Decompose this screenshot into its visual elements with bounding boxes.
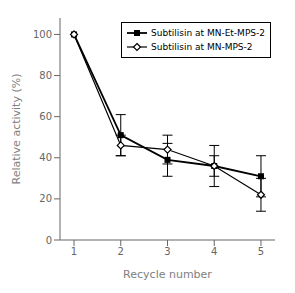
svg-text:40: 40 <box>39 152 52 163</box>
svg-text:2: 2 <box>118 246 124 257</box>
svg-text:60: 60 <box>39 111 52 122</box>
svg-text:4: 4 <box>211 246 217 257</box>
svg-text:1: 1 <box>71 246 77 257</box>
svg-text:80: 80 <box>39 70 52 81</box>
svg-text:3: 3 <box>164 246 170 257</box>
svg-text:5: 5 <box>258 246 264 257</box>
html-text:Subtilisin at MN-Et-MPS-2: Subtilisin at MN-Et-MPS-2 <box>151 28 265 38</box>
svg-text:Relative activity (%): Relative activity (%) <box>10 74 23 185</box>
html-text:Subtilisin at MN-MPS-2: Subtilisin at MN-MPS-2 <box>151 42 253 52</box>
svg-text:Recycle number: Recycle number <box>123 268 212 281</box>
svg-text:100: 100 <box>33 29 52 40</box>
svg-text:0: 0 <box>46 235 52 246</box>
svg-text:20: 20 <box>39 193 52 204</box>
